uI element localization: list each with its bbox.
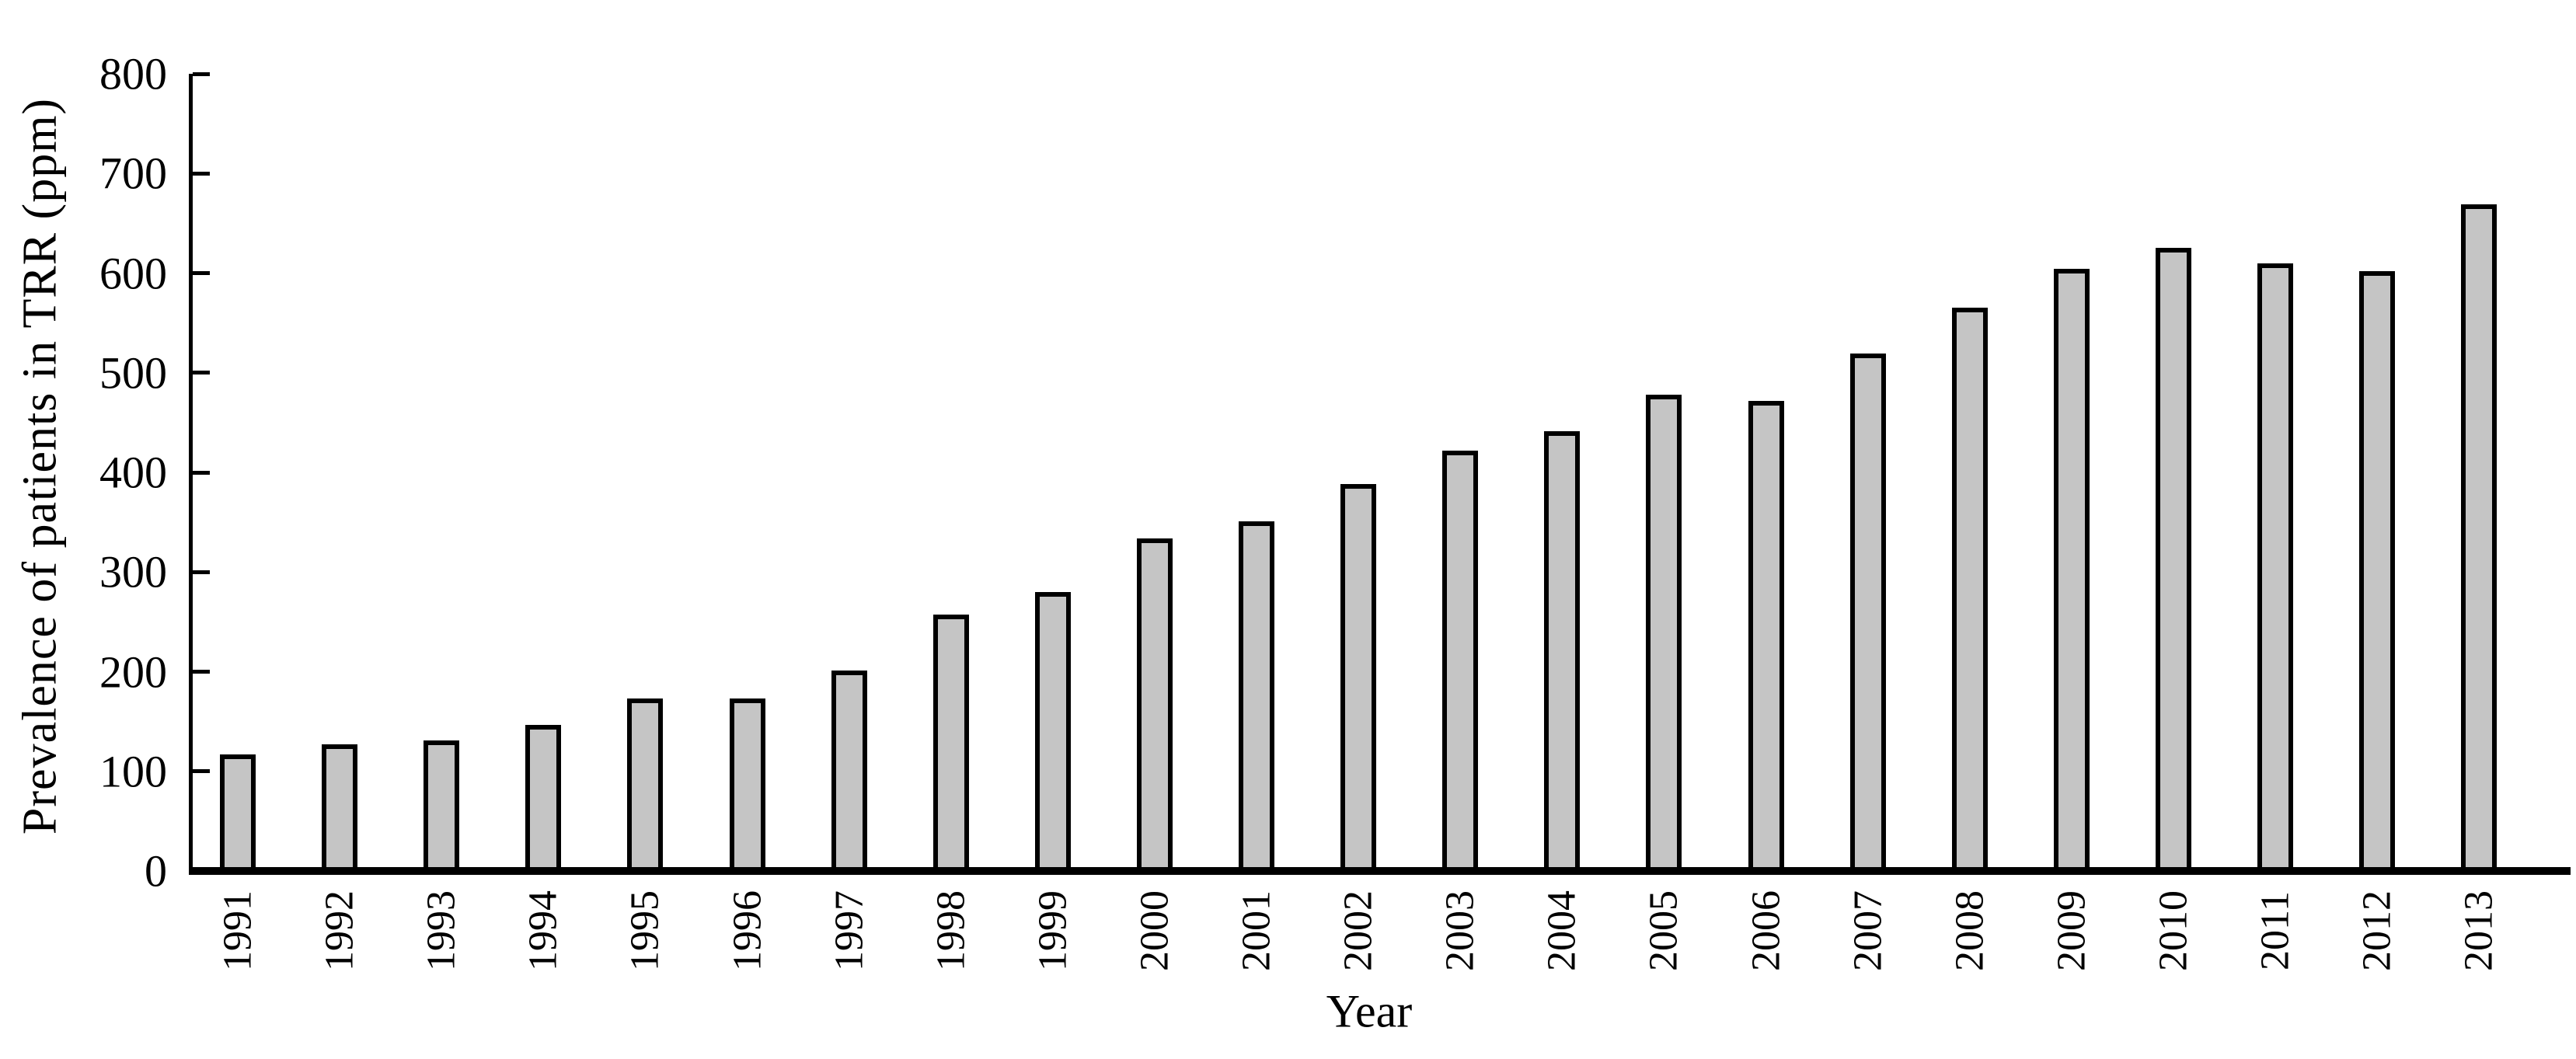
x-axis-tick-label-1994: 1994 — [521, 890, 566, 971]
x-axis-tick-label-2008: 2008 — [1947, 890, 1992, 971]
y-axis-tick-label: 0 — [145, 845, 167, 897]
x-axis-tick-label-2007: 2007 — [1846, 890, 1891, 971]
y-axis-tick — [193, 570, 210, 574]
y-axis-tick — [193, 670, 210, 674]
x-axis-tick-label-1992: 1992 — [317, 890, 362, 971]
x-axis-tick-label-2005: 2005 — [1641, 890, 1686, 971]
y-axis-tick — [193, 470, 210, 475]
bar-1998 — [932, 615, 969, 875]
bar-1991 — [220, 754, 256, 875]
bar-2011 — [2257, 263, 2293, 875]
bar-1996 — [729, 698, 765, 875]
x-axis-tick-label-2001: 2001 — [1234, 890, 1279, 971]
bar-2010 — [2155, 248, 2191, 875]
bar-2012 — [2359, 270, 2396, 875]
x-axis-tick-label-2004: 2004 — [1539, 890, 1584, 971]
y-axis-tick — [193, 769, 210, 774]
x-axis-tick-label-2011: 2011 — [2253, 890, 2298, 971]
bar-2001 — [1239, 521, 1274, 875]
y-axis-line — [189, 74, 193, 875]
y-axis-tick-label: 500 — [99, 347, 167, 399]
bar-2003 — [1442, 450, 1479, 875]
x-axis-tick-label-1995: 1995 — [622, 890, 668, 971]
x-axis-tick-label-2012: 2012 — [2355, 890, 2400, 971]
x-axis-tick-label-1993: 1993 — [419, 890, 464, 971]
y-axis-tick-label: 100 — [99, 746, 167, 797]
y-axis-tick — [193, 371, 210, 375]
y-axis-tick-label: 300 — [99, 546, 167, 597]
x-axis-tick-label-2013: 2013 — [2456, 890, 2501, 971]
x-axis-tick-label-2003: 2003 — [1438, 890, 1483, 971]
x-axis-tick-label-2000: 2000 — [1132, 890, 1177, 971]
bar-2013 — [2461, 204, 2498, 875]
x-axis-tick-label-2006: 2006 — [1744, 890, 1788, 971]
y-axis-tick-label: 600 — [99, 248, 167, 298]
x-axis-title: Year — [1326, 985, 1413, 1037]
bar-1994 — [525, 724, 562, 875]
y-axis-tick-label: 200 — [99, 646, 167, 697]
x-axis-tick-label-1991: 1991 — [215, 890, 260, 971]
x-axis-tick-label-2010: 2010 — [2151, 890, 2196, 971]
bar-2004 — [1544, 431, 1581, 875]
y-axis-tick — [193, 271, 210, 275]
y-axis-tick-label: 800 — [99, 48, 167, 99]
x-axis-tick-label-2009: 2009 — [2049, 890, 2094, 971]
bar-2002 — [1340, 484, 1377, 875]
bar-2009 — [2053, 269, 2090, 875]
x-axis-tick-label-1998: 1998 — [929, 890, 974, 971]
bar-1992 — [322, 744, 358, 875]
y-axis-tick-label: 400 — [99, 447, 167, 498]
bar-1999 — [1034, 591, 1071, 875]
bar-1993 — [424, 740, 460, 875]
bar-2007 — [1849, 354, 1886, 875]
bar-2008 — [1951, 308, 1988, 875]
bar-2000 — [1136, 538, 1173, 875]
x-axis-tick-label-1999: 1999 — [1030, 890, 1075, 971]
bar-2006 — [1748, 400, 1784, 875]
x-axis-tick-label-1996: 1996 — [725, 890, 769, 971]
bar-1997 — [831, 671, 867, 875]
y-axis-tick — [193, 171, 210, 176]
bar-2005 — [1646, 395, 1682, 875]
x-axis-line — [189, 867, 2571, 875]
y-axis-tick-label: 700 — [99, 148, 167, 199]
bar-1995 — [627, 698, 664, 875]
y-axis-tick — [193, 71, 210, 76]
x-axis-tick-label-2002: 2002 — [1336, 890, 1381, 971]
x-axis-tick-label-1997: 1997 — [827, 890, 872, 971]
y-axis-title: Prevalence of patients in TRR (ppm) — [13, 97, 67, 835]
